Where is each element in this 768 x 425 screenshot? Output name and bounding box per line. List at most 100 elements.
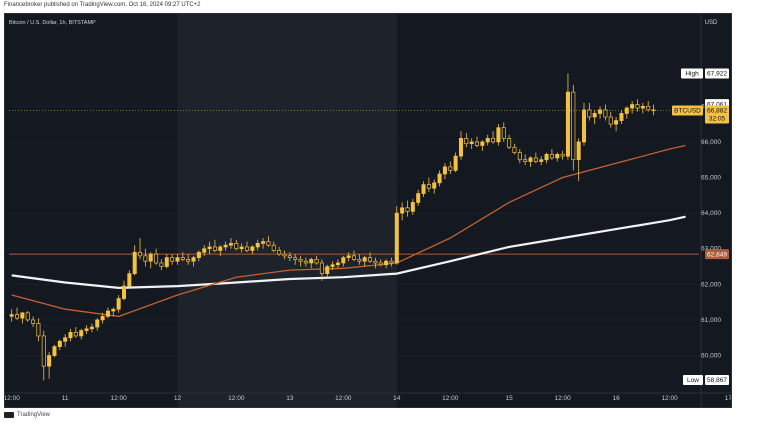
candle xyxy=(357,254,362,265)
candle xyxy=(79,328,84,340)
candle-body xyxy=(528,157,533,162)
candle xyxy=(228,238,233,249)
candle-body xyxy=(36,323,41,337)
candle-body xyxy=(170,257,175,262)
chart-frame[interactable]: Bitcoin / U.S. Dollar, 1h, BITSTAMP USD … xyxy=(4,13,732,408)
candle-body xyxy=(159,262,164,267)
candle xyxy=(426,177,431,192)
candle xyxy=(517,149,522,164)
candle-body xyxy=(565,91,570,157)
candle xyxy=(164,254,169,269)
candle-body xyxy=(52,346,57,356)
candle xyxy=(464,133,469,148)
candle-body xyxy=(250,246,255,251)
candle-body xyxy=(293,257,298,260)
candle-body xyxy=(394,212,399,264)
candle xyxy=(416,189,421,206)
candle xyxy=(523,154,528,166)
candle xyxy=(298,255,303,267)
candle-body xyxy=(517,152,522,161)
candle-body xyxy=(410,202,415,212)
price-chart[interactable]: Bitcoin / U.S. Dollar, 1h, BITSTAMP USD … xyxy=(5,14,731,407)
candle-body xyxy=(105,310,110,317)
candle-body xyxy=(325,266,330,274)
candle xyxy=(196,250,201,262)
candle xyxy=(453,152,458,173)
candle-body xyxy=(437,173,442,184)
x-tick-label: 14 xyxy=(393,395,401,402)
high-tag: 67,922 High xyxy=(681,68,729,79)
candle xyxy=(624,106,629,119)
candle xyxy=(277,246,282,256)
candle xyxy=(159,259,164,271)
candle xyxy=(234,239,239,251)
candle-body xyxy=(368,257,373,262)
candle xyxy=(576,138,581,182)
candle xyxy=(458,131,463,160)
ma-slow-line xyxy=(11,215,686,290)
x-tick-label: 12:00 xyxy=(5,395,20,402)
candle xyxy=(400,202,405,221)
candle xyxy=(245,241,250,253)
candle-body xyxy=(571,91,576,161)
low-value: 58,867 xyxy=(707,377,727,384)
y-tick-label: 66,000 xyxy=(701,139,721,146)
candle-body xyxy=(116,298,121,310)
candle xyxy=(373,257,378,269)
candle-body xyxy=(298,259,303,262)
candle-body xyxy=(138,251,143,257)
candle xyxy=(565,73,570,160)
x-tick-label: 12:00 xyxy=(661,395,678,402)
candle xyxy=(571,84,576,171)
last-price-countdown: 32:05 xyxy=(709,116,726,123)
time-axis: 12:00 11 12:00 12 12:00 13 12:00 14 12:00 15 12:00… xyxy=(5,395,731,402)
x-tick-label: 12:00 xyxy=(111,395,128,402)
candle xyxy=(539,156,544,166)
candle-body xyxy=(143,255,148,262)
x-tick-label: 12:00 xyxy=(335,395,352,402)
ref-tag: 62,849 xyxy=(705,249,729,260)
candle xyxy=(630,100,635,114)
y-tick-label: 60,000 xyxy=(701,353,721,360)
candle-body xyxy=(496,127,501,143)
y-tick-label: 64,000 xyxy=(701,210,721,217)
candle xyxy=(132,245,137,276)
candle xyxy=(84,325,89,335)
candle xyxy=(319,259,324,281)
candle-body xyxy=(186,259,191,262)
candle-body xyxy=(416,193,421,203)
candle xyxy=(170,254,175,265)
candle-body xyxy=(41,335,46,367)
candle xyxy=(485,134,490,146)
high-value: 67,922 xyxy=(707,71,727,78)
x-tick-label: 12:00 xyxy=(442,395,459,402)
candle-body xyxy=(539,159,544,162)
x-tick-label: 12 xyxy=(174,395,182,402)
candle-body xyxy=(624,107,629,114)
candle xyxy=(421,181,426,198)
candle xyxy=(614,117,619,132)
candle-body xyxy=(608,116,613,125)
y-tick-label: 62,000 xyxy=(701,281,721,288)
candle-body xyxy=(245,246,250,251)
candle-body xyxy=(207,246,212,250)
candle-body xyxy=(47,355,52,367)
candle xyxy=(507,134,512,150)
candle-body xyxy=(148,253,153,262)
candle-body xyxy=(79,330,84,337)
candle-body xyxy=(287,255,292,258)
candle-body xyxy=(319,262,324,274)
candle xyxy=(496,124,501,146)
candle xyxy=(335,259,340,269)
candle-body xyxy=(453,155,458,171)
candle xyxy=(448,161,453,174)
candle-body xyxy=(84,328,89,331)
candle-body xyxy=(448,166,453,171)
candle xyxy=(309,257,314,269)
candle-body xyxy=(581,109,587,143)
candle-body xyxy=(389,260,394,264)
ma-fast-line xyxy=(11,144,686,318)
candle xyxy=(175,254,180,265)
candle xyxy=(266,236,271,247)
candle-body xyxy=(351,255,357,260)
